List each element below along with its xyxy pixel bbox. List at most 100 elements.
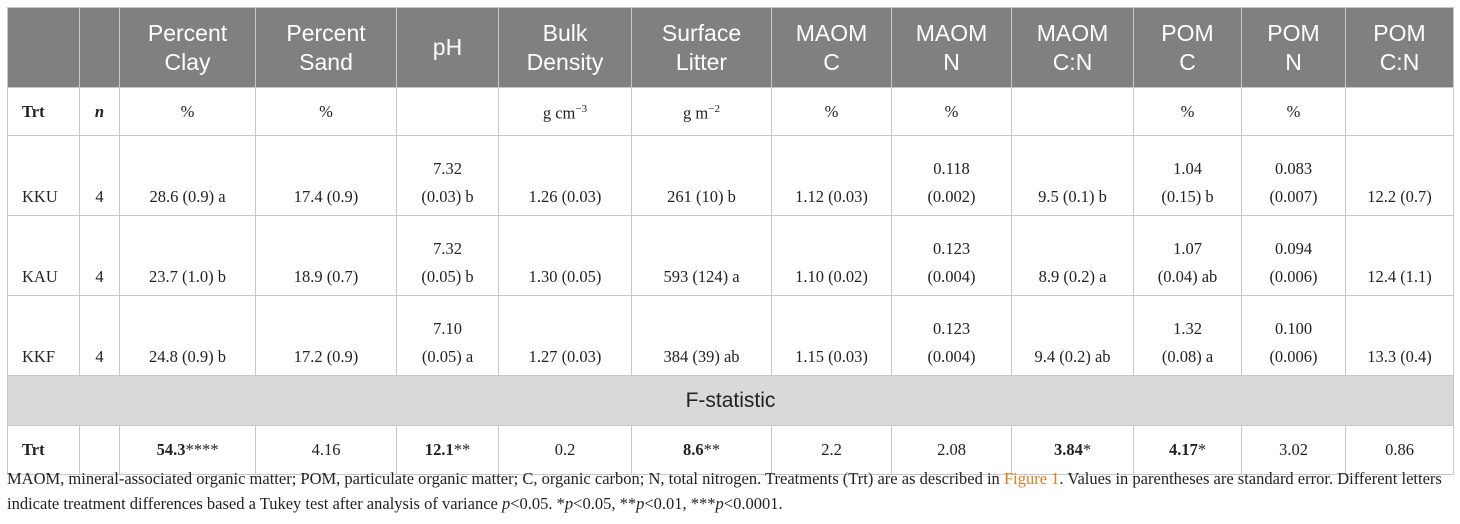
figure-1-link[interactable]: Figure 1: [1003, 469, 1060, 488]
significance-stars: *: [1197, 440, 1207, 459]
value-cell: 0.118 (0.002): [891, 135, 1012, 216]
value-line-2: (0.006): [1269, 347, 1318, 366]
value-line-1: 1.07: [1173, 239, 1202, 258]
value-cell: 593 (124) a: [631, 215, 772, 296]
value-line-2: 1.30 (0.05): [528, 267, 602, 286]
significance-stars: *: [1082, 440, 1092, 459]
unit-exponent: −2: [708, 103, 720, 116]
value-cell: 7.32 (0.03) b: [396, 135, 499, 216]
treatment-cell: KAU: [7, 215, 80, 296]
header-line-1: MAOM: [1036, 19, 1109, 46]
unit-exponent: −3: [575, 103, 588, 116]
value-cell: 1.27 (0.03): [498, 295, 632, 376]
footnote-text: <0.01, ***: [644, 494, 716, 513]
unit-cell: %: [1241, 87, 1346, 136]
header-line-2: N: [1285, 48, 1302, 75]
value-cell: 7.32 (0.05) b: [396, 215, 499, 296]
column-header: pH: [396, 7, 499, 88]
header-line-2: pH: [432, 34, 463, 60]
unit-text: g m: [683, 103, 709, 123]
value-line-2: 18.9 (0.7): [293, 267, 359, 286]
column-header: MAOM N: [891, 7, 1012, 88]
n-cell: 4: [79, 295, 120, 376]
column-header: [7, 7, 80, 88]
value-line-2: 9.4 (0.2) ab: [1034, 347, 1111, 366]
unit-cell: %: [119, 87, 256, 136]
value-line-1: 0.083: [1274, 159, 1313, 178]
value-cell: 0.123 (0.004): [891, 295, 1012, 376]
unit-text: %: [1180, 101, 1195, 121]
column-header: Surface Litter: [631, 7, 772, 88]
treatment-cell: KKF: [7, 295, 80, 376]
table-row: KAU 4 23.7 (1.0) b 18.9 (0.7) 7.32 (0.05) b 1.…: [7, 215, 1454, 296]
unit-cell: [1345, 87, 1454, 136]
column-header: POM C: [1133, 7, 1242, 88]
header-line-2: Litter: [675, 48, 728, 75]
value-line-1: 0.094: [1274, 239, 1313, 258]
header-line-1: POM: [1373, 19, 1426, 46]
footnote-p: p: [564, 494, 574, 513]
value-cell: 12.4 (1.1): [1345, 215, 1454, 296]
unit-text: %: [944, 101, 959, 121]
value-cell: 384 (39) ab: [631, 295, 772, 376]
f-value: 54.3: [156, 440, 186, 459]
value-cell: 7.10 (0.05) a: [396, 295, 499, 376]
value-cell: 1.07 (0.04) ab: [1133, 215, 1242, 296]
unit-text: %: [1286, 101, 1301, 121]
footnote-p: p: [501, 494, 511, 513]
units-row: Trt n%% g cm−3 g m−2%%%%: [7, 87, 1454, 136]
f-value: 8.6: [682, 440, 704, 459]
n-cell: [79, 425, 120, 475]
table-container: Percent Clay Percent Sand pH Bulk Density Surfa…: [7, 7, 1454, 475]
trt-label: Trt: [7, 87, 80, 136]
significance-stars: **: [703, 440, 721, 459]
value-cell: 1.12 (0.03): [771, 135, 892, 216]
value-cell: 1.26 (0.03): [498, 135, 632, 216]
f-value-cell: 0.86: [1345, 425, 1454, 475]
f-value: 3.84: [1053, 440, 1083, 459]
footnote-text: <0.05, **: [573, 494, 637, 513]
header-line-2: Sand: [299, 48, 353, 75]
header-line-2: Clay: [164, 48, 211, 75]
value-line-2: (0.08) a: [1161, 347, 1214, 366]
column-header: [79, 7, 120, 88]
unit-cell: %: [1133, 87, 1242, 136]
treatment-cell: Trt: [7, 425, 80, 475]
f-value-cell: 2.08: [891, 425, 1012, 475]
value-line-2: (0.002): [927, 187, 976, 206]
f-value-cell: 54.3****: [119, 425, 256, 475]
value-line-2: 1.26 (0.03): [528, 187, 602, 206]
value-line-1: 0.123: [932, 319, 971, 338]
value-cell: 18.9 (0.7): [255, 215, 397, 296]
f-value-cell: 0.2: [498, 425, 632, 475]
unit-cell: [396, 87, 499, 136]
significance-stars: ****: [185, 440, 219, 459]
value-line-2: (0.007): [1269, 187, 1318, 206]
footnote-text: . Values in parentheses are standard err…: [7, 469, 1442, 513]
f-value: 2.2: [821, 440, 842, 459]
f-value-cell: 8.6**: [631, 425, 772, 475]
value-line-1: 0.100: [1274, 319, 1313, 338]
unit-text: %: [180, 101, 195, 121]
value-cell: 17.4 (0.9): [255, 135, 397, 216]
value-cell: 0.123 (0.004): [891, 215, 1012, 296]
value-cell: 8.9 (0.2) a: [1011, 215, 1134, 296]
header-line-1: POM: [1267, 19, 1320, 46]
column-header: Bulk Density: [498, 7, 632, 88]
value-cell: 1.15 (0.03): [771, 295, 892, 376]
n-label: n: [79, 87, 120, 136]
header-line-2: C:N: [1052, 48, 1093, 75]
f-statistic-label: F-statistic: [7, 375, 1454, 426]
unit-cell: [1011, 87, 1134, 136]
value-cell: 1.30 (0.05): [498, 215, 632, 296]
value-line-2: (0.05) a: [421, 347, 474, 366]
value-line-2: 1.15 (0.03): [795, 347, 868, 366]
value-line-2: 24.8 (0.9) b: [149, 347, 226, 366]
significance-stars: **: [453, 440, 471, 459]
value-line-1: 7.32: [433, 239, 462, 258]
value-line-1: 1.04: [1173, 159, 1202, 178]
value-cell: 1.04 (0.15) b: [1133, 135, 1242, 216]
value-cell: 9.4 (0.2) ab: [1011, 295, 1134, 376]
value-cell: 9.5 (0.1) b: [1011, 135, 1134, 216]
value-line-2: 261 (10) b: [667, 187, 736, 206]
